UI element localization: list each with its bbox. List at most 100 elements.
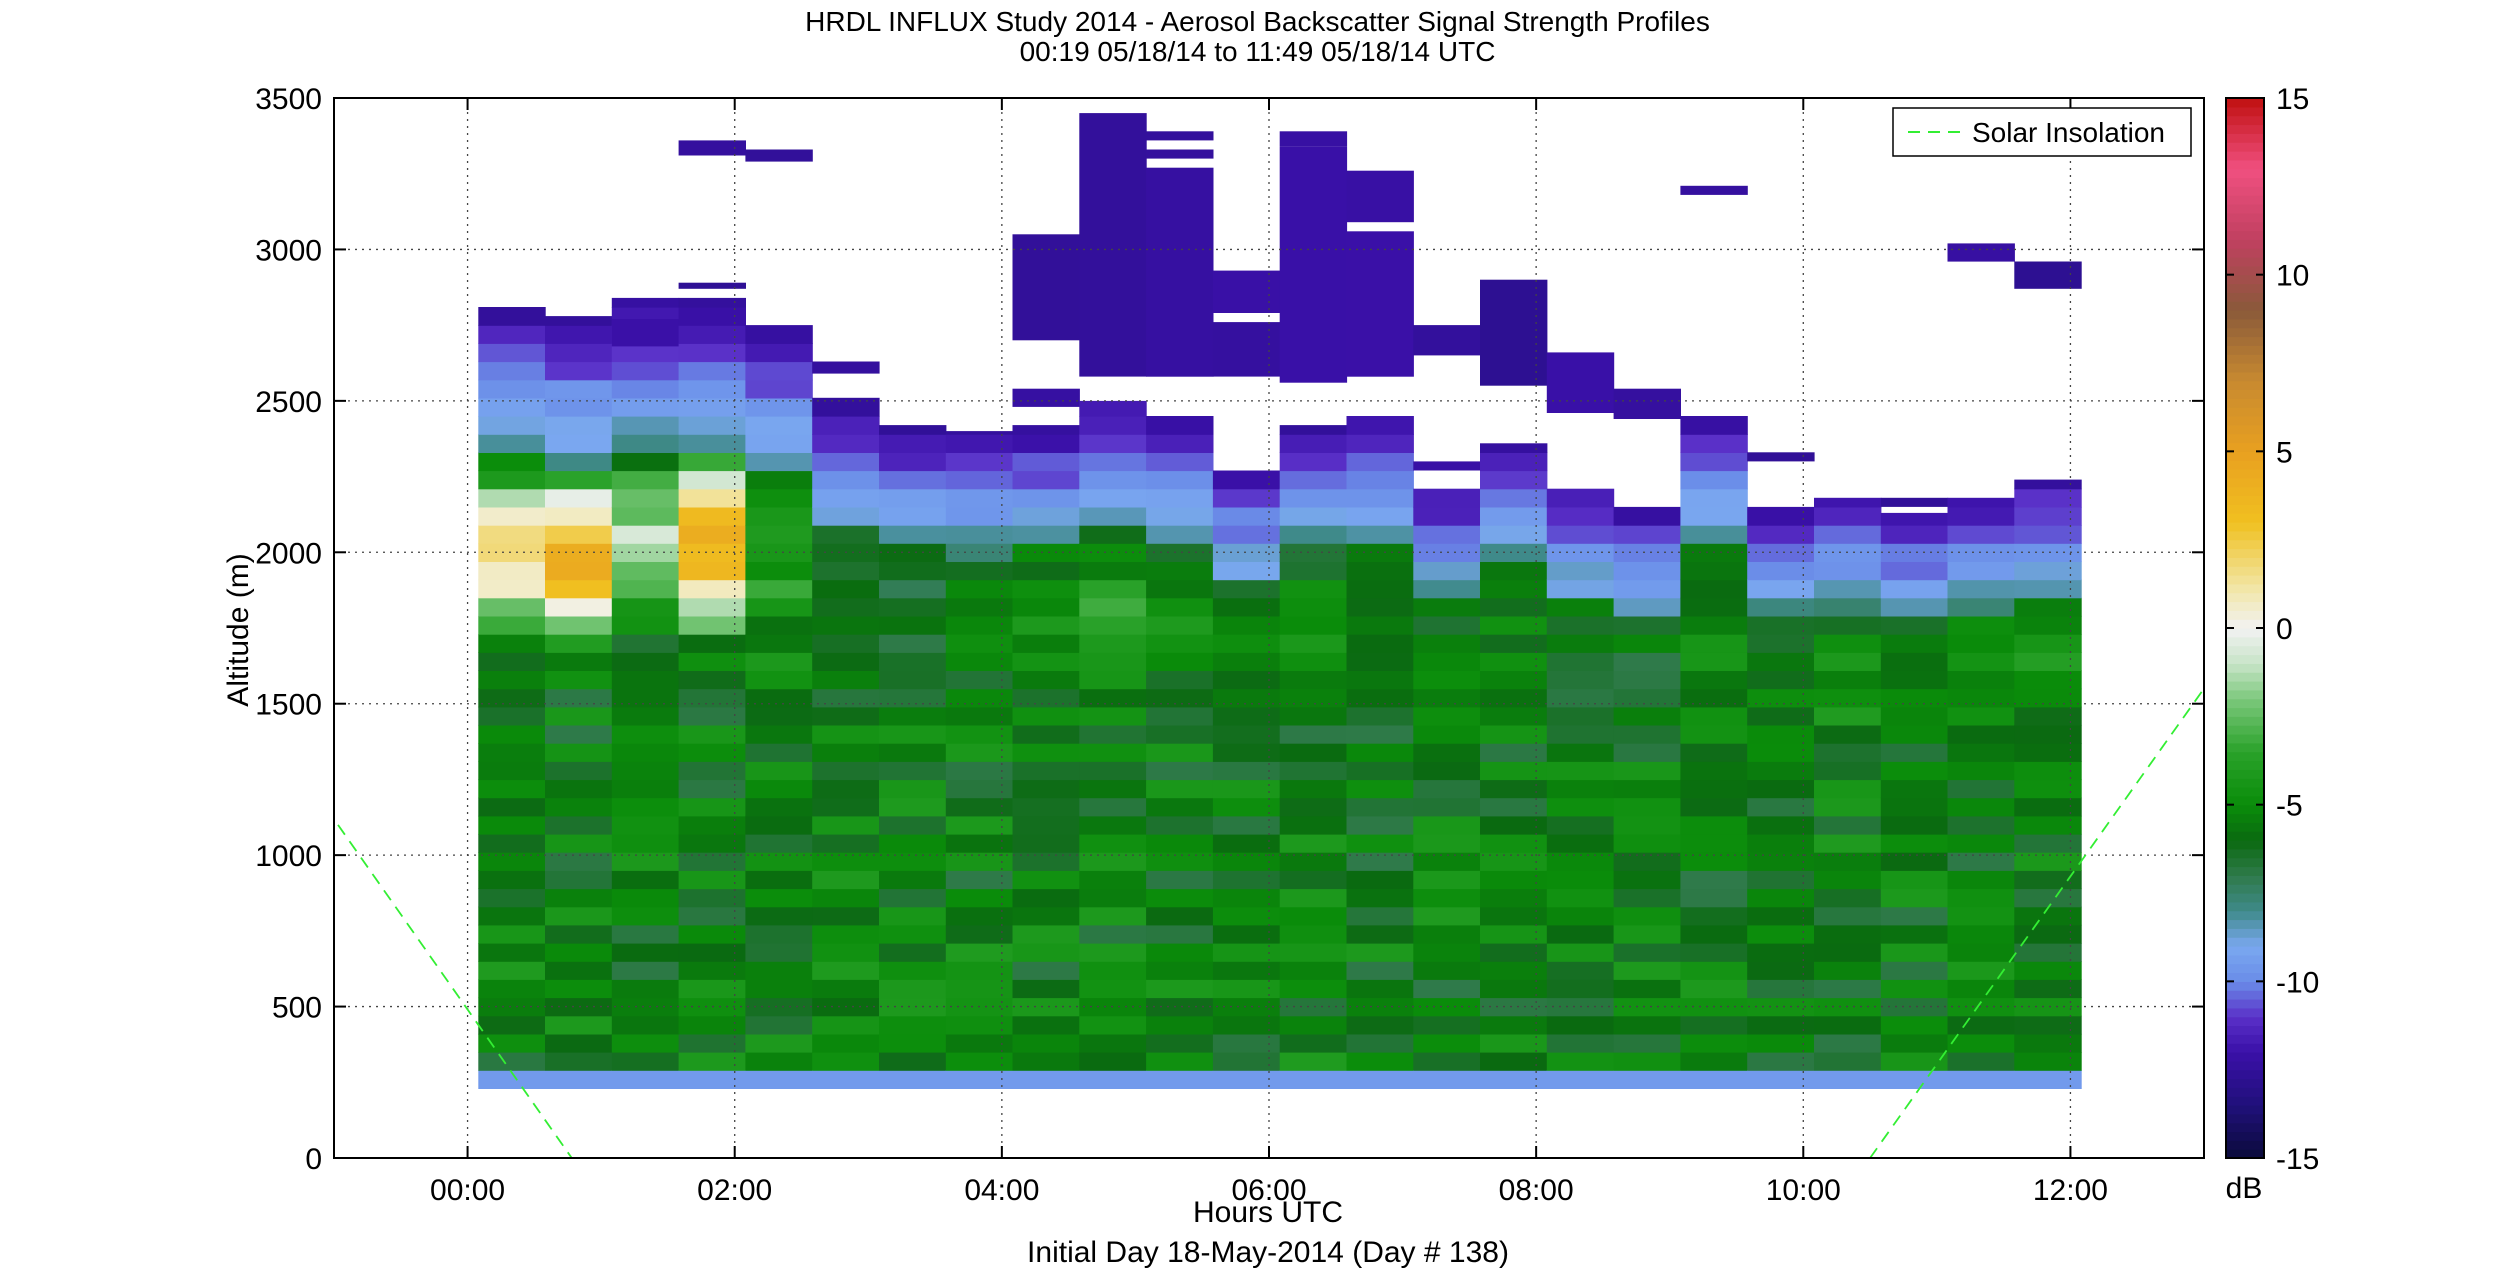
heatmap-cell [745, 525, 813, 544]
heatmap-cell [945, 979, 1014, 999]
heatmap-cell [545, 852, 613, 871]
heatmap-cell [945, 670, 1014, 690]
heatmap-cell [1212, 888, 1281, 908]
cirrus-cell [678, 282, 746, 289]
heatmap-cell [1212, 833, 1281, 853]
heatmap-cell [1146, 488, 1214, 508]
heatmap-cell [812, 597, 880, 617]
heatmap-cell [745, 1052, 813, 1071]
heatmap-cell [1012, 579, 1080, 599]
heatmap-cell [478, 833, 546, 853]
heatmap-cell [678, 634, 746, 653]
colorbar-band [2226, 530, 2264, 541]
heatmap-cell [478, 416, 546, 435]
colorbar-band [2226, 345, 2264, 355]
heatmap-cell [879, 943, 947, 962]
heatmap-cell [1947, 561, 2015, 581]
colorbar-band [2226, 204, 2264, 214]
heatmap-cell [1346, 1033, 1414, 1053]
heatmap-cell [1814, 815, 1882, 835]
heatmap-cell [2014, 743, 2082, 762]
heatmap-cell [1680, 615, 1748, 635]
heatmap-cell [1880, 1052, 1949, 1071]
heatmap-cell [1747, 634, 1815, 653]
heatmap-cell [1814, 497, 1882, 508]
heatmap-cell [2014, 634, 2082, 653]
heatmap-cell [1814, 688, 1882, 708]
heatmap-cell [545, 470, 613, 490]
heatmap-cell [611, 579, 680, 599]
heatmap-cell [1814, 506, 1882, 526]
heatmap-cell [1146, 797, 1214, 817]
heatmap-cell [478, 343, 546, 363]
heatmap-cell [1680, 452, 1748, 472]
heatmap-cell [545, 888, 613, 908]
heatmap-cell [1480, 652, 1548, 671]
colorbar-tick-label: -10 [2276, 966, 2319, 999]
heatmap-cell [879, 1015, 947, 1035]
heatmap-cell [1413, 979, 1481, 999]
heatmap-cell [611, 1052, 680, 1071]
heatmap-cell [1814, 852, 1882, 871]
colorbar-band [2226, 769, 2264, 779]
heatmap-cell [1747, 779, 1815, 799]
heatmap-cell [1880, 634, 1949, 653]
heatmap-cell [1546, 1033, 1615, 1053]
heatmap-cell [1546, 1070, 1615, 1089]
heatmap-cell [1012, 543, 1080, 562]
heatmap-cell [1413, 688, 1481, 708]
heatmap-cell [678, 1052, 746, 1071]
colorbar-tick-label: -5 [2276, 790, 2303, 823]
heatmap-cell [1814, 525, 1882, 544]
heatmap-cell [1546, 961, 1615, 980]
colorbar-band [2226, 610, 2264, 620]
heatmap-cell [1146, 470, 1214, 490]
heatmap-cell [1146, 779, 1214, 799]
heatmap-cell [1947, 797, 2015, 817]
heatmap-cell [1012, 743, 1080, 762]
heatmap-cell [945, 561, 1014, 581]
cirrus-cell [2014, 261, 2082, 289]
heatmap-cell [1880, 615, 1949, 635]
cirrus-cell [678, 140, 746, 156]
heatmap-cell [1880, 906, 1949, 926]
heatmap-cell [879, 470, 947, 490]
colorbar-band [2226, 831, 2264, 841]
heatmap-cell [879, 1033, 947, 1053]
heatmap-cell [1480, 852, 1548, 871]
heatmap-cell [478, 561, 546, 581]
colorbar-band [2226, 601, 2264, 611]
heatmap-cell [1747, 579, 1815, 599]
heatmap-cell [1680, 797, 1748, 817]
heatmap-cell [478, 307, 546, 326]
heatmap-cell [879, 706, 947, 726]
heatmap-cell [478, 688, 546, 708]
heatmap-cell [545, 1033, 613, 1053]
heatmap-cell [1279, 652, 1348, 671]
heatmap-cell [1012, 997, 1080, 1017]
heatmap-cell [1346, 597, 1414, 617]
heatmap-cell [2014, 870, 2082, 890]
heatmap-cell [1346, 961, 1414, 980]
heatmap-cell [1012, 561, 1080, 581]
heatmap-cell [478, 797, 546, 817]
heatmap-cell [611, 416, 680, 435]
colorbar-band [2226, 186, 2264, 196]
heatmap-cell [745, 724, 813, 744]
heatmap-cell [745, 488, 813, 508]
heatmap-cell [1212, 470, 1281, 490]
colorbar-tick-label: 5 [2276, 436, 2293, 469]
heatmap-cell [1346, 724, 1414, 744]
x-tick-label: 04:00 [964, 1174, 1039, 1207]
heatmap-cell [812, 579, 880, 599]
heatmap-cell [945, 943, 1014, 962]
heatmap-cell [678, 379, 746, 399]
x-tick-label: 02:00 [697, 1174, 772, 1207]
heatmap-cell [1146, 979, 1214, 999]
heatmap-cell [1346, 979, 1414, 999]
heatmap-cell [1747, 1052, 1815, 1071]
heatmap-cell [1814, 1052, 1882, 1071]
heatmap-cell [678, 943, 746, 962]
heatmap-cell [1480, 870, 1548, 890]
heatmap-cell [1747, 943, 1815, 962]
